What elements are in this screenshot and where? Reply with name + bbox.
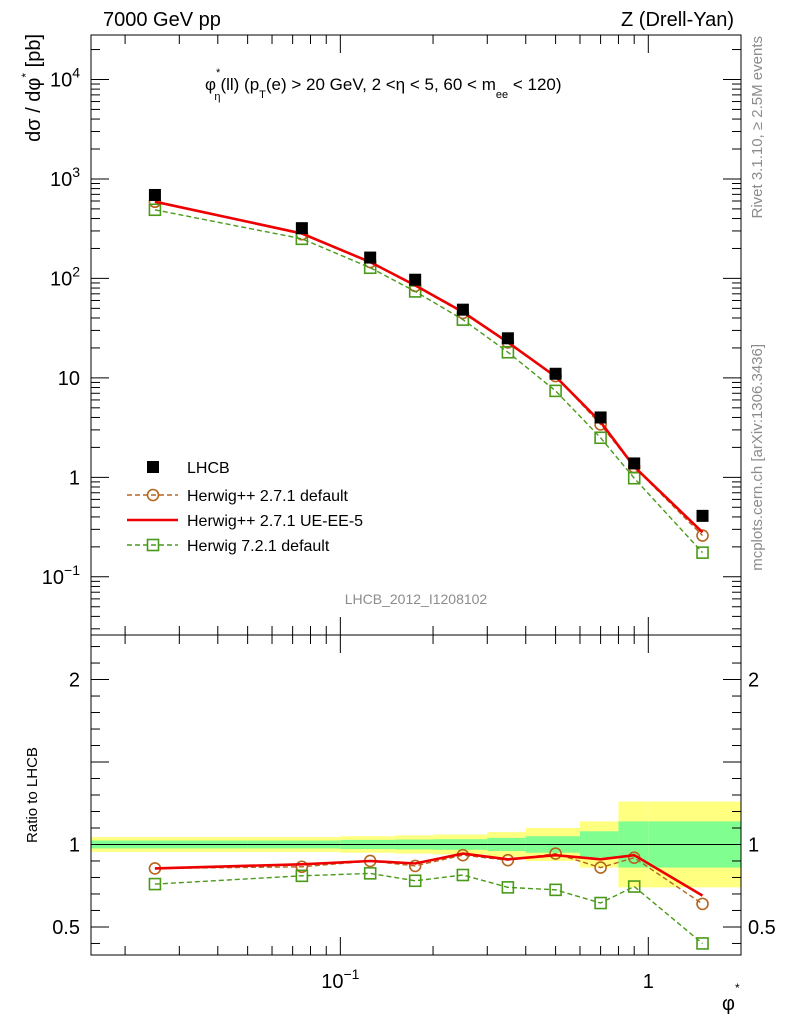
y-tick-label: 10−1 bbox=[42, 562, 80, 589]
legend-label: Herwig 7.2.1 default bbox=[187, 538, 330, 555]
main-plot-title: φ* η(ll) (pT(e) > 20 GeV, 2 <η < 5, 60 < … bbox=[205, 67, 562, 103]
rivet-version-label: Rivet 3.1.10, ≥ 2.5M events bbox=[749, 36, 766, 219]
ratio-y-tick-label: 1 bbox=[69, 834, 80, 856]
data-point bbox=[148, 188, 161, 201]
analysis-id-label: LHCB_2012_I1208102 bbox=[345, 591, 488, 607]
ratio-data-series bbox=[148, 847, 709, 950]
data-point bbox=[295, 222, 308, 235]
data-point bbox=[409, 273, 422, 286]
mc-point-circle bbox=[696, 529, 709, 542]
ratio-y-tick-label-right: 1 bbox=[748, 834, 759, 856]
mc-point-square bbox=[148, 203, 162, 217]
ratio-plot-frame bbox=[90, 634, 742, 956]
x-tick-label: 10−1 bbox=[321, 966, 359, 993]
x-axis-label: φ* bbox=[722, 981, 740, 1015]
main-axes: 10−1 1 10 102 103 104 bbox=[42, 35, 742, 635]
mc-point-square bbox=[148, 877, 162, 891]
mc-point-square bbox=[295, 869, 309, 883]
mc-point-square bbox=[549, 384, 562, 398]
data-point bbox=[147, 461, 159, 473]
mc-point-square bbox=[501, 345, 515, 359]
mc-point-circle bbox=[408, 859, 422, 873]
mc-point-square bbox=[594, 431, 607, 445]
mc-point-square bbox=[549, 883, 562, 897]
energy-label: 7000 GeV pp bbox=[103, 9, 221, 31]
data-point bbox=[501, 332, 514, 345]
ratio-y-axis-label: Ratio to LHCB bbox=[24, 747, 41, 843]
series-line bbox=[154, 201, 703, 536]
mc-point-circle bbox=[696, 897, 709, 911]
mc-point-circle bbox=[295, 860, 309, 874]
y-tick-label: 1 bbox=[69, 467, 80, 489]
legend-label: Herwig++ 2.7.1 default bbox=[187, 488, 349, 505]
mc-point-square bbox=[696, 546, 709, 559]
mc-point-square bbox=[408, 874, 422, 888]
series-line bbox=[154, 852, 704, 897]
mc-point-square bbox=[501, 881, 515, 894]
ratio-y-tick-label: 2 bbox=[69, 670, 80, 692]
data-point bbox=[549, 367, 562, 380]
y-tick-label: 103 bbox=[50, 164, 80, 191]
data-point bbox=[364, 251, 377, 264]
data-point bbox=[628, 457, 641, 470]
main-data-series bbox=[148, 188, 709, 559]
mc-point-square bbox=[594, 896, 607, 910]
series-line bbox=[154, 200, 704, 534]
mc-point-square bbox=[696, 937, 709, 950]
ratio-y-tick-label-right: 0.5 bbox=[748, 917, 776, 939]
mcplots-label: mcplots.cern.ch [arXiv:1306.3436] bbox=[749, 344, 766, 571]
legend: LHCB Herwig++ 2.7.1 default Herwig++ 2.7.1… bbox=[127, 460, 363, 555]
mc-point-square bbox=[627, 880, 641, 893]
series-line bbox=[154, 209, 704, 554]
process-label: Z (Drell-Yan) bbox=[621, 9, 734, 31]
ratio-axes: 0.5 0.5 1 1 2 2 10−1 1 bbox=[52, 635, 776, 993]
mc-point-circle bbox=[501, 853, 515, 867]
ratio-y-tick-label-right: 2 bbox=[748, 670, 759, 692]
mc-point-square bbox=[627, 471, 641, 485]
y-tick-label: 10 bbox=[58, 368, 80, 390]
mc-point-square bbox=[363, 867, 377, 880]
mc-point-circle bbox=[549, 847, 562, 860]
mc-point-circle bbox=[594, 861, 607, 874]
mc-point-square bbox=[146, 538, 160, 552]
mc-point-square bbox=[456, 868, 470, 882]
main-y-axis-label: dσ / dφ* [pb] bbox=[19, 34, 45, 142]
data-point bbox=[594, 411, 607, 424]
data-point bbox=[696, 509, 709, 522]
ratio-y-tick-label: 0.5 bbox=[52, 917, 80, 939]
mc-point-circle bbox=[146, 488, 160, 502]
y-tick-label: 104 bbox=[50, 64, 80, 91]
legend-label: Herwig++ 2.7.1 UE-EE-5 bbox=[187, 513, 363, 530]
data-point bbox=[456, 303, 469, 316]
y-tick-label: 102 bbox=[50, 263, 80, 290]
x-tick-label: 1 bbox=[643, 971, 654, 993]
series-line bbox=[154, 872, 703, 945]
legend-label: LHCB bbox=[187, 460, 230, 477]
